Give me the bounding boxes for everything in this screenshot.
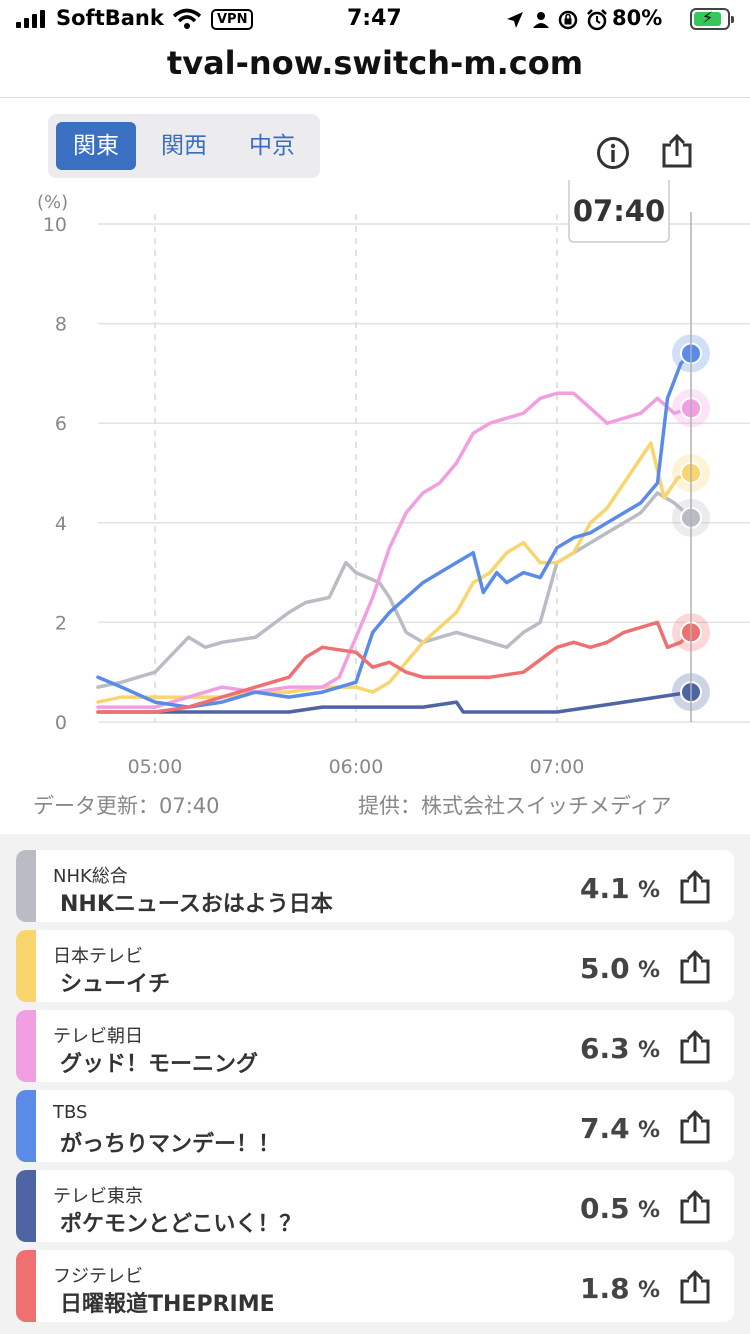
carrier-name: SoftBank	[56, 6, 164, 30]
channel-name: フジテレビ	[53, 1266, 143, 1287]
rating-card[interactable]: NHK総合 NHKニュースおはよう日本 4.1 %	[16, 850, 734, 922]
series-line-3	[96, 351, 693, 709]
tab-kansai[interactable]: 関西	[161, 133, 207, 159]
share-icon[interactable]	[678, 1109, 712, 1145]
y-tick-label: 10	[43, 214, 67, 236]
rating-unit: %	[638, 1118, 661, 1143]
y-tick-label: 2	[55, 612, 67, 634]
series-line-0	[96, 491, 693, 689]
wifi-icon	[172, 8, 202, 29]
rating-unit: %	[638, 1278, 661, 1303]
channel-color-swatch	[16, 1250, 36, 1322]
tab-kanto[interactable]: 関東	[56, 122, 136, 170]
series-line-5	[96, 620, 693, 714]
y-tick-label: 8	[55, 314, 67, 336]
url-bar[interactable]: tval-now.switch-m.com	[0, 40, 750, 98]
x-tick-label: 06:00	[329, 756, 384, 778]
share-icon[interactable]	[660, 133, 694, 169]
battery-percent: 80%	[612, 6, 663, 30]
rotation-lock-icon	[558, 10, 578, 30]
rating-unit: %	[638, 1198, 661, 1223]
signal-icon	[16, 10, 45, 28]
series-line-4	[96, 690, 693, 714]
program-title: NHKニュースおはよう日本	[60, 892, 333, 917]
y-axis-label: (%)	[37, 192, 68, 213]
channel-name: TBS	[53, 1102, 88, 1123]
program-title: 日曜報道THEPRIME	[60, 1292, 275, 1317]
tab-chukyo[interactable]: 中京	[249, 133, 295, 159]
tooltip-time: 07:40	[573, 194, 665, 228]
status-bar: SoftBank VPN 7:47 80% ⚡	[0, 0, 750, 42]
info-icon[interactable]	[596, 136, 630, 170]
channel-color-swatch	[16, 1170, 36, 1242]
program-title: がっちりマンデー！！	[60, 1132, 281, 1157]
series-line-2	[96, 391, 693, 709]
share-icon[interactable]	[678, 869, 712, 905]
channel-color-swatch	[16, 1090, 36, 1162]
y-tick-label: 0	[55, 712, 67, 734]
y-tick-label: 6	[55, 413, 67, 435]
region-tabs: 関東 関西 中京	[48, 114, 320, 178]
rating-value: 1.8	[580, 1272, 630, 1305]
channel-color-swatch	[16, 850, 36, 922]
program-title: シューイチ	[60, 972, 171, 997]
rating-card[interactable]: TBS がっちりマンデー！！ 7.4 %	[16, 1090, 734, 1162]
person-icon	[533, 12, 549, 28]
channel-name: テレビ東京	[53, 1186, 143, 1207]
rating-card[interactable]: フジテレビ 日曜報道THEPRIME 1.8 %	[16, 1250, 734, 1322]
channel-name: テレビ朝日	[53, 1026, 143, 1047]
channel-color-swatch	[16, 1010, 36, 1082]
data-updated-label: データ更新：07:40	[33, 794, 220, 818]
rating-unit: %	[638, 878, 661, 903]
ratings-chart: 0 2 4 6 8 10(%) 05:00 06:00 07:00 07:40	[37, 180, 750, 778]
share-icon[interactable]	[678, 1269, 712, 1305]
rating-value: 4.1	[580, 872, 630, 905]
rating-unit: %	[638, 1038, 661, 1063]
x-tick-label: 07:00	[530, 756, 585, 778]
location-icon	[507, 12, 523, 28]
share-icon[interactable]	[678, 1189, 712, 1225]
rating-unit: %	[638, 958, 661, 983]
y-tick-label: 4	[55, 513, 67, 535]
rating-value: 5.0	[580, 952, 630, 985]
rating-card[interactable]: テレビ東京 ポケモンとどこいく！？ 0.5 %	[16, 1170, 734, 1242]
share-icon[interactable]	[678, 949, 712, 985]
battery-icon: ⚡	[690, 8, 734, 30]
share-icon[interactable]	[678, 1029, 712, 1065]
rating-value: 0.5	[580, 1192, 630, 1225]
rating-value: 7.4	[580, 1112, 630, 1145]
data-provider-label: 提供：株式会社スイッチメディア	[358, 794, 672, 818]
channel-name: NHK総合	[53, 866, 128, 887]
program-title: ポケモンとどこいく！？	[60, 1212, 302, 1237]
rating-card[interactable]: 日本テレビ シューイチ 5.0 %	[16, 930, 734, 1002]
channel-color-swatch	[16, 930, 36, 1002]
alarm-icon	[587, 9, 607, 31]
program-title: グッド！モーニング	[60, 1052, 259, 1077]
x-tick-label: 05:00	[128, 756, 183, 778]
channel-name: 日本テレビ	[53, 946, 143, 967]
status-time: 7:47	[347, 6, 402, 31]
rating-value: 6.3	[580, 1032, 630, 1065]
rating-card[interactable]: テレビ朝日 グッド！モーニング 6.3 %	[16, 1010, 734, 1082]
time-tooltip	[568, 180, 670, 243]
vpn-badge: VPN	[211, 9, 254, 30]
